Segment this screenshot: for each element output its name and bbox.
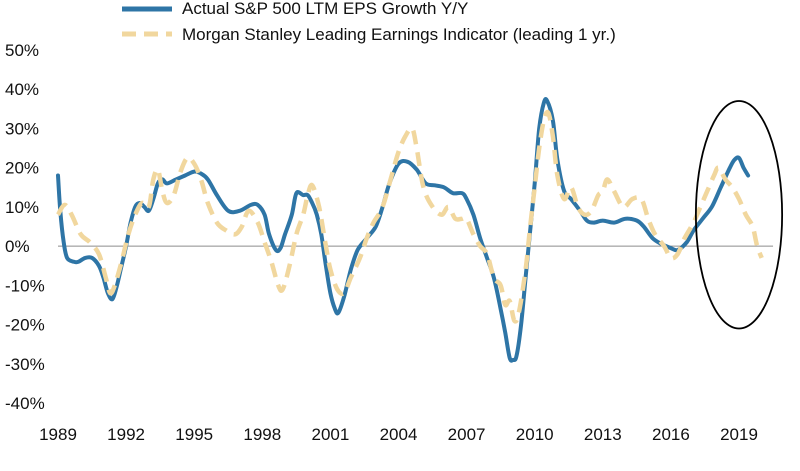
y-tick-label: 40% bbox=[5, 80, 39, 99]
x-tick-label: 2013 bbox=[584, 425, 622, 444]
x-tick-label: 2016 bbox=[652, 425, 690, 444]
x-tick-label: 2010 bbox=[516, 425, 554, 444]
legend-label-leading: Morgan Stanley Leading Earnings Indicato… bbox=[182, 25, 616, 44]
series-line-leading-indicator bbox=[56, 109, 764, 324]
x-tick-label: 2019 bbox=[720, 425, 758, 444]
x-tick-label: 1989 bbox=[39, 425, 77, 444]
y-tick-label: -30% bbox=[5, 355, 45, 374]
series-line-actual-eps bbox=[56, 97, 751, 363]
x-tick-label: 2001 bbox=[311, 425, 349, 444]
legend-label-actual: Actual S&P 500 LTM EPS Growth Y/Y bbox=[182, 0, 468, 18]
x-tick-label: 1998 bbox=[243, 425, 281, 444]
y-tick-label: 10% bbox=[5, 198, 39, 217]
x-axis-ticks: 1989 1992 1995 1998 2001 2004 2007 2010 2013 2016… bbox=[39, 425, 758, 444]
y-tick-label: -20% bbox=[5, 316, 45, 335]
y-tick-label: -10% bbox=[5, 276, 45, 295]
y-tick-label: -40% bbox=[5, 394, 45, 413]
highlight-ellipse bbox=[694, 100, 784, 330]
y-tick-label: 30% bbox=[5, 119, 39, 138]
x-tick-label: 1995 bbox=[175, 425, 213, 444]
x-tick-label: 2004 bbox=[380, 425, 418, 444]
x-tick-label: 1992 bbox=[107, 425, 145, 444]
y-tick-label: 20% bbox=[5, 159, 39, 178]
y-tick-label: 0% bbox=[5, 237, 30, 256]
plot-area bbox=[56, 97, 764, 363]
x-tick-label: 2007 bbox=[448, 425, 486, 444]
y-tick-label: 50% bbox=[5, 41, 39, 60]
y-axis-ticks: 50% 40% 30% 20% 10% 0% -10% -20% -30% -40% bbox=[5, 41, 45, 413]
annotations bbox=[694, 100, 784, 330]
legend: Actual S&P 500 LTM EPS Growth Y/Y Morgan… bbox=[122, 0, 616, 44]
